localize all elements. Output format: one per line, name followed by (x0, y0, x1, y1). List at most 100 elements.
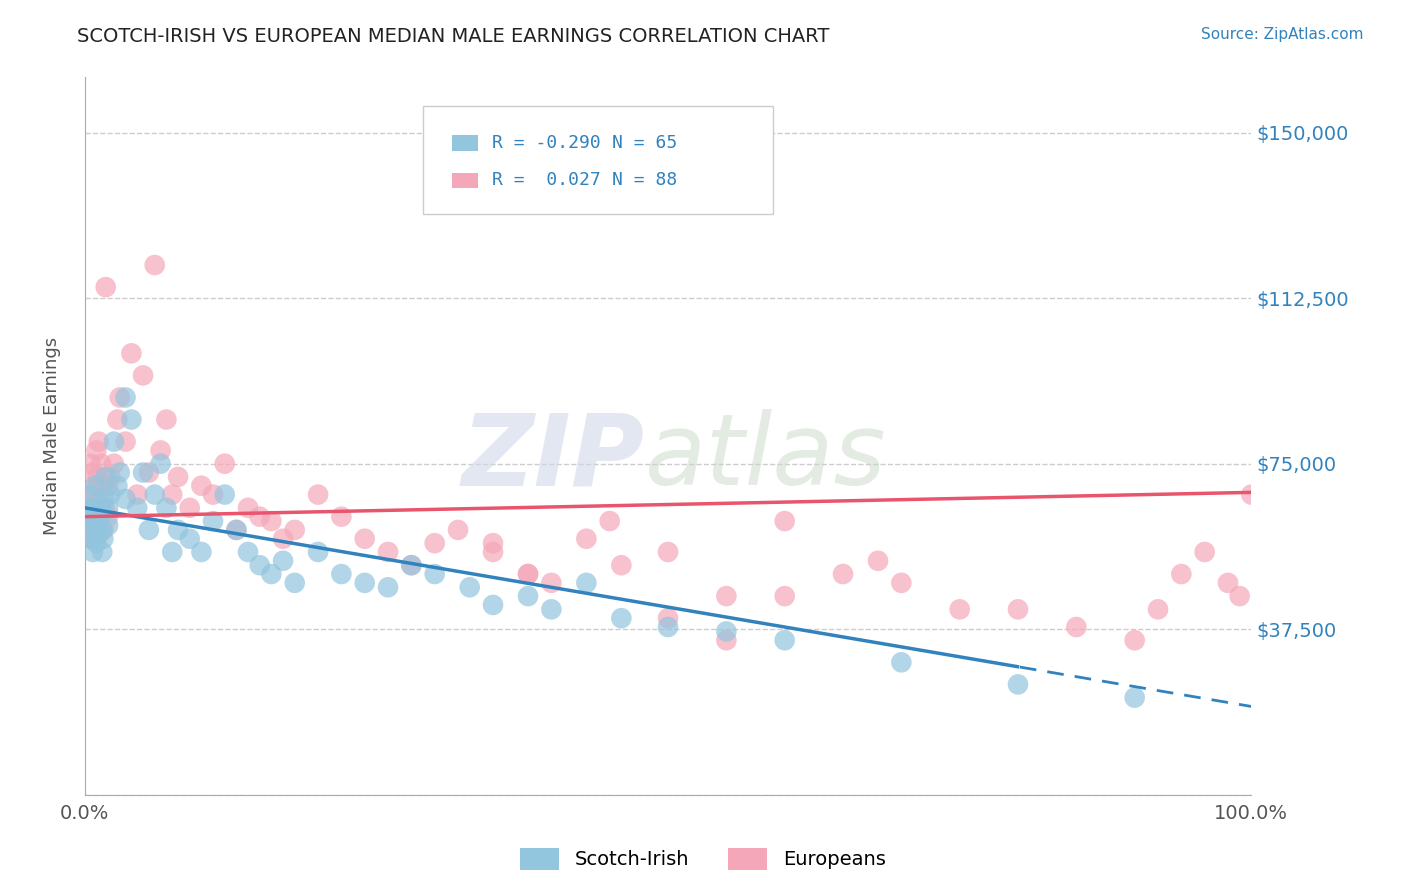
Point (79, 457, 101, 471)
Point (132, 368, 155, 383)
Point (114, 391, 136, 405)
Point (108, 391, 131, 405)
Point (86, 470, 108, 484)
Point (1066, 620, 1088, 634)
Point (190, 479, 212, 493)
Point (167, 523, 190, 537)
Point (716, 624, 738, 639)
Point (120, 346, 142, 360)
Point (307, 487, 329, 501)
Point (890, 656, 912, 670)
Point (575, 575, 598, 590)
Point (260, 567, 283, 582)
Point (76, 487, 98, 501)
Point (132, 466, 155, 480)
Point (1007, 677, 1029, 691)
Point (330, 509, 353, 524)
Point (93, 491, 115, 506)
FancyBboxPatch shape (423, 106, 773, 214)
Point (657, 611, 679, 625)
Point (100, 487, 122, 501)
Point (610, 611, 633, 625)
Point (423, 567, 446, 582)
Point (225, 523, 247, 537)
Point (179, 500, 201, 515)
Point (114, 434, 136, 449)
Point (97, 479, 120, 493)
Point (80, 532, 103, 546)
Point (155, 412, 177, 426)
Point (108, 466, 131, 480)
Point (84, 479, 107, 493)
Point (76, 500, 98, 515)
Point (77, 509, 100, 524)
Point (458, 580, 481, 594)
Point (517, 567, 540, 582)
Point (949, 602, 972, 616)
Point (138, 466, 160, 480)
Point (1007, 602, 1029, 616)
Point (100, 470, 122, 484)
Point (138, 523, 160, 537)
Point (1123, 690, 1146, 705)
Point (127, 487, 149, 501)
Point (91, 523, 114, 537)
Legend: Scotch-Irish, Europeans: Scotch-Irish, Europeans (513, 839, 893, 878)
Point (167, 470, 190, 484)
Point (271, 554, 294, 568)
Point (155, 500, 177, 515)
Point (657, 545, 679, 559)
Point (86, 536, 108, 550)
Point (447, 523, 470, 537)
Point (79, 523, 101, 537)
Point (377, 580, 399, 594)
Point (93, 523, 115, 537)
Point (214, 487, 236, 501)
Point (540, 575, 562, 590)
Point (517, 589, 540, 603)
Point (86, 514, 108, 528)
Point (84, 479, 107, 493)
Point (86, 505, 108, 519)
Point (91, 479, 114, 493)
Point (93, 532, 115, 546)
FancyBboxPatch shape (453, 136, 478, 151)
Point (482, 536, 505, 550)
Point (97, 500, 120, 515)
Point (93, 500, 115, 515)
Point (657, 620, 679, 634)
Point (225, 523, 247, 537)
Point (260, 514, 283, 528)
Point (610, 558, 633, 573)
Point (86, 443, 108, 458)
Point (330, 567, 353, 582)
Point (482, 545, 505, 559)
Point (94, 470, 117, 484)
Point (1123, 633, 1146, 648)
Point (103, 434, 125, 449)
Point (284, 575, 307, 590)
Point (1194, 545, 1216, 559)
Point (94, 280, 117, 294)
Point (143, 258, 166, 272)
Point (202, 514, 225, 528)
Point (599, 514, 621, 528)
Point (236, 545, 259, 559)
Point (97, 509, 120, 524)
Point (249, 509, 271, 524)
Point (80, 532, 103, 546)
Point (149, 443, 172, 458)
Point (236, 500, 259, 515)
Point (517, 567, 540, 582)
Point (149, 457, 172, 471)
Text: atlas: atlas (645, 409, 886, 506)
Point (82, 466, 104, 480)
Point (83, 500, 105, 515)
Point (773, 633, 796, 648)
Point (482, 598, 505, 612)
Point (1240, 487, 1263, 501)
Text: Source: ZipAtlas.com: Source: ZipAtlas.com (1201, 27, 1364, 42)
Point (307, 545, 329, 559)
Point (866, 554, 889, 568)
Point (114, 491, 136, 506)
